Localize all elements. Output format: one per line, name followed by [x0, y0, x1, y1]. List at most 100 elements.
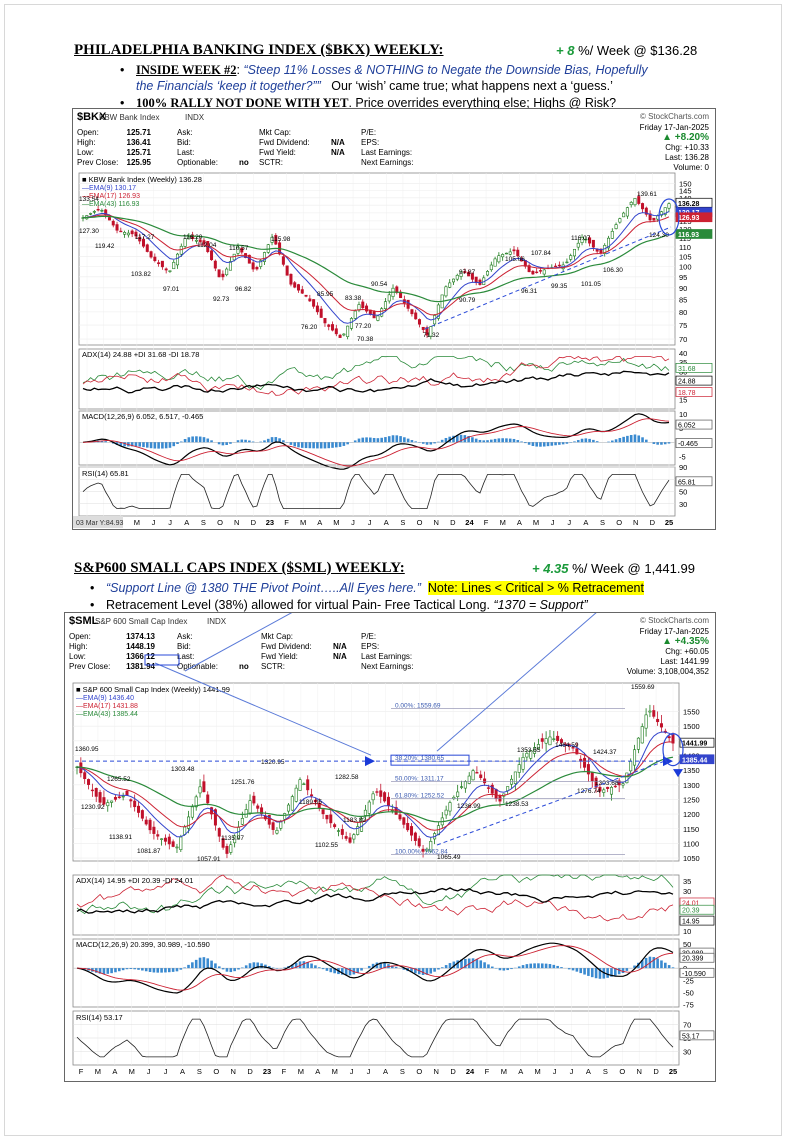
- macd-histogram-bar: [425, 968, 429, 975]
- macd-histogram-bar: [225, 968, 229, 972]
- quote-label: High:: [77, 138, 96, 147]
- price-candle: [425, 327, 429, 336]
- price-candle: [163, 837, 167, 842]
- macd-histogram-bar: [399, 436, 402, 443]
- ema17-legend: —EMA(17) 126.93: [82, 193, 140, 200]
- macd-signal-line: [76, 945, 674, 991]
- price-candle: [606, 786, 610, 789]
- price-candle: [379, 790, 383, 797]
- macd-histogram-bar: [546, 442, 550, 447]
- plus-di-line: [76, 874, 674, 915]
- macd-histogram-bar: [610, 968, 613, 977]
- price-candle: [229, 844, 233, 853]
- callout-line: [184, 600, 314, 672]
- macd-histogram-bar: [346, 442, 349, 445]
- price-candle: [274, 235, 278, 245]
- macd-histogram-bar: [483, 962, 486, 969]
- adx-legend: ADX(14) 24.88 +DI 31.68 -DI 18.78: [82, 350, 199, 359]
- macd-histogram-bar: [194, 959, 198, 969]
- price-candle: [94, 788, 98, 797]
- month-tick-label: A: [180, 1067, 185, 1076]
- macd-histogram-bar: [571, 968, 575, 971]
- macd-histogram-bar: [452, 435, 455, 443]
- quote-label: Fwd Yield:: [259, 148, 296, 157]
- support-trendline: [436, 760, 666, 846]
- macd-histogram-bar: [506, 968, 509, 971]
- exchange-label: INDX: [185, 113, 205, 122]
- price-annotation: 1102.55: [315, 842, 338, 849]
- price-candle: [191, 234, 195, 239]
- price-candle: [579, 758, 583, 761]
- bkx-bullet2-label: 100% RALLY NOT DONE WITH YET: [136, 96, 349, 110]
- macd-histogram-bar: [525, 964, 529, 969]
- panel-frame: [78, 348, 676, 410]
- month-tick-label: D: [251, 518, 257, 527]
- macd-histogram-bar: [456, 960, 459, 969]
- macd-histogram-bar: [206, 438, 210, 443]
- price-candle: [115, 224, 119, 231]
- price-candle: [348, 837, 352, 843]
- macd-histogram-bar: [671, 967, 675, 969]
- price-candle: [633, 749, 637, 766]
- bkx-title: PHILADELPHIA BANKING INDEX ($BKX) WEEKLY…: [74, 42, 444, 58]
- month-tick-label: M: [95, 1067, 101, 1076]
- adx-tag-label: 24.01: [682, 900, 700, 907]
- adx-tag-box: [675, 375, 713, 386]
- macd-histogram-bar: [282, 440, 285, 443]
- month-tick-label: A: [586, 1067, 591, 1076]
- month-tick-label: O: [416, 1067, 422, 1076]
- price-candle: [244, 809, 248, 818]
- macd-histogram-bar: [142, 442, 145, 448]
- bullet-icon: •: [90, 598, 95, 612]
- quote-label: Fwd Dividend:: [259, 138, 310, 147]
- macd-histogram-bar: [300, 442, 304, 448]
- macd-histogram-bar: [391, 435, 395, 443]
- macd-histogram-bar: [387, 964, 390, 969]
- macd-histogram-bar: [130, 442, 134, 447]
- price-candle: [599, 248, 603, 254]
- price-annotation: 112.04: [197, 242, 217, 249]
- price-candle: [129, 799, 133, 802]
- rsi-tick-label: 90: [679, 463, 687, 472]
- price-candle: [417, 319, 421, 325]
- price-candle: [538, 270, 542, 272]
- adx-tag-label: 24.88: [678, 379, 696, 386]
- macd-histogram-bar: [667, 442, 671, 444]
- price-candle: [470, 273, 474, 280]
- price-annotation: 77.20: [355, 323, 372, 330]
- macd-histogram-bar: [323, 442, 327, 449]
- macd-histogram-bar: [471, 437, 474, 443]
- macd-histogram-bar: [656, 958, 659, 969]
- price-candle: [176, 253, 180, 266]
- price-candle: [123, 232, 127, 235]
- price-candle: [622, 212, 626, 218]
- price-candle: [516, 249, 520, 257]
- macd-histogram-bar: [221, 442, 225, 446]
- macd-histogram-bar: [542, 442, 546, 447]
- price-candle: [542, 269, 546, 275]
- macd-histogram-bar: [527, 442, 531, 445]
- macd-tag-label: 20.399: [682, 956, 704, 963]
- price-annotation: 71.32: [423, 332, 440, 339]
- sml-change-prefix: +: [532, 561, 540, 576]
- month-tick-label: O: [616, 518, 622, 527]
- macd-histogram-bar: [625, 968, 629, 971]
- price-candle: [544, 738, 548, 744]
- month-tick-label: S: [603, 1067, 608, 1076]
- bkx-bullet1-label: INSIDE WEEK #2: [136, 63, 237, 77]
- price-candle: [217, 828, 221, 837]
- macd-histogram-bar: [179, 441, 183, 443]
- price-candle: [652, 710, 656, 717]
- quote-label: Next Earnings:: [361, 158, 413, 167]
- macd-histogram-bar: [317, 967, 321, 969]
- rsi-tag-label: 65.81: [678, 479, 696, 486]
- price-candle: [444, 809, 448, 816]
- macd-histogram-bar: [490, 966, 494, 969]
- bkx-change-prefix: +: [556, 43, 564, 58]
- month-tick-label: J: [350, 1067, 354, 1076]
- stockcharts-brand: © StockCharts.com: [640, 616, 709, 625]
- macd-tick-label: 10: [679, 410, 687, 419]
- quote-label: Ask:: [177, 128, 193, 137]
- month-tick-label: D: [450, 518, 456, 527]
- price-candle: [363, 809, 367, 816]
